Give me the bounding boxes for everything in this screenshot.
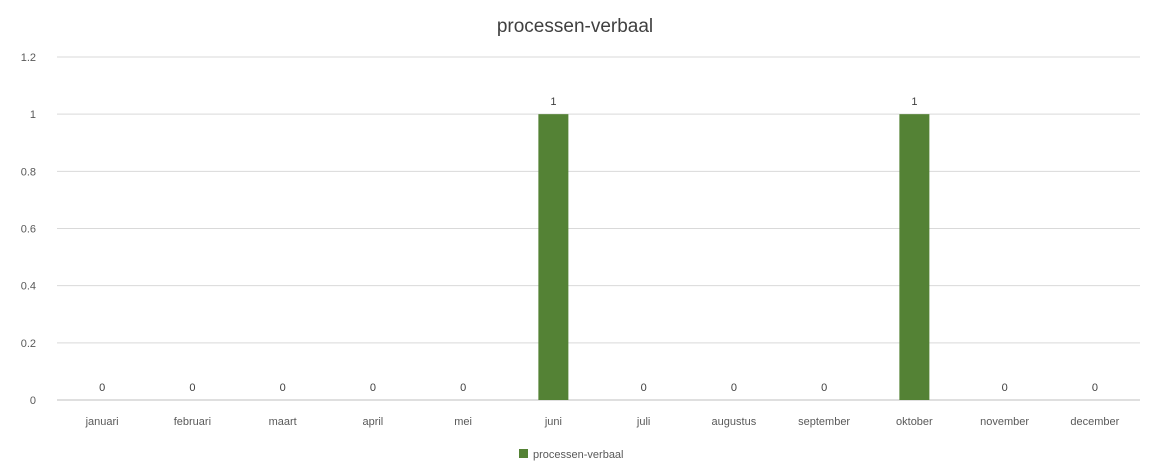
x-category-label-februari: februari <box>174 416 211 428</box>
chart-title: processen-verbaal <box>497 16 653 37</box>
data-label-juli: 0 <box>641 382 647 394</box>
bars <box>538 114 930 401</box>
y-tick-label: 0.8 <box>21 166 36 178</box>
data-label-november: 0 <box>1002 382 1008 394</box>
legend-swatch <box>519 449 528 458</box>
x-category-label-juli: juli <box>636 416 650 428</box>
x-category-label-juni: juni <box>544 416 562 428</box>
data-label-oktober: 1 <box>911 96 917 108</box>
gridlines <box>57 56 1140 401</box>
data-label-juni: 1 <box>550 96 556 108</box>
y-tick-label: 1.2 <box>21 52 36 64</box>
bar-juni <box>538 114 569 401</box>
x-axis-categories: januari februari maart april mei juni juli augu… <box>85 416 1120 428</box>
data-labels: 0 0 0 0 0 1 0 0 0 1 0 0 <box>99 96 1098 394</box>
data-label-december: 0 <box>1092 382 1098 394</box>
data-label-augustus: 0 <box>731 382 737 394</box>
y-tick-label: 0.6 <box>21 224 36 236</box>
x-category-label-september: september <box>798 416 850 428</box>
data-label-april: 0 <box>370 382 376 394</box>
data-label-september: 0 <box>821 382 827 394</box>
data-label-februari: 0 <box>189 382 195 394</box>
y-tick-label: 0 <box>30 395 36 407</box>
x-category-label-augustus: augustus <box>712 416 757 428</box>
x-category-label-december: december <box>1070 416 1119 428</box>
y-tick-label: 1 <box>30 109 36 121</box>
legend: processen-verbaal <box>519 449 624 461</box>
y-axis-ticks: 0 0.2 0.4 0.6 0.8 1 1.2 <box>21 52 36 407</box>
legend-label: processen-verbaal <box>533 449 624 461</box>
x-category-label-januari: januari <box>85 416 119 428</box>
x-category-label-oktober: oktober <box>896 416 933 428</box>
data-label-maart: 0 <box>280 382 286 394</box>
y-tick-label: 0.2 <box>21 338 36 350</box>
x-category-label-november: november <box>980 416 1029 428</box>
x-category-label-maart: maart <box>269 416 297 428</box>
x-category-label-april: april <box>362 416 383 428</box>
y-tick-label: 0.4 <box>21 281 36 293</box>
data-label-januari: 0 <box>99 382 105 394</box>
x-category-label-mei: mei <box>454 416 472 428</box>
bar-oktober <box>899 114 930 401</box>
data-label-mei: 0 <box>460 382 466 394</box>
